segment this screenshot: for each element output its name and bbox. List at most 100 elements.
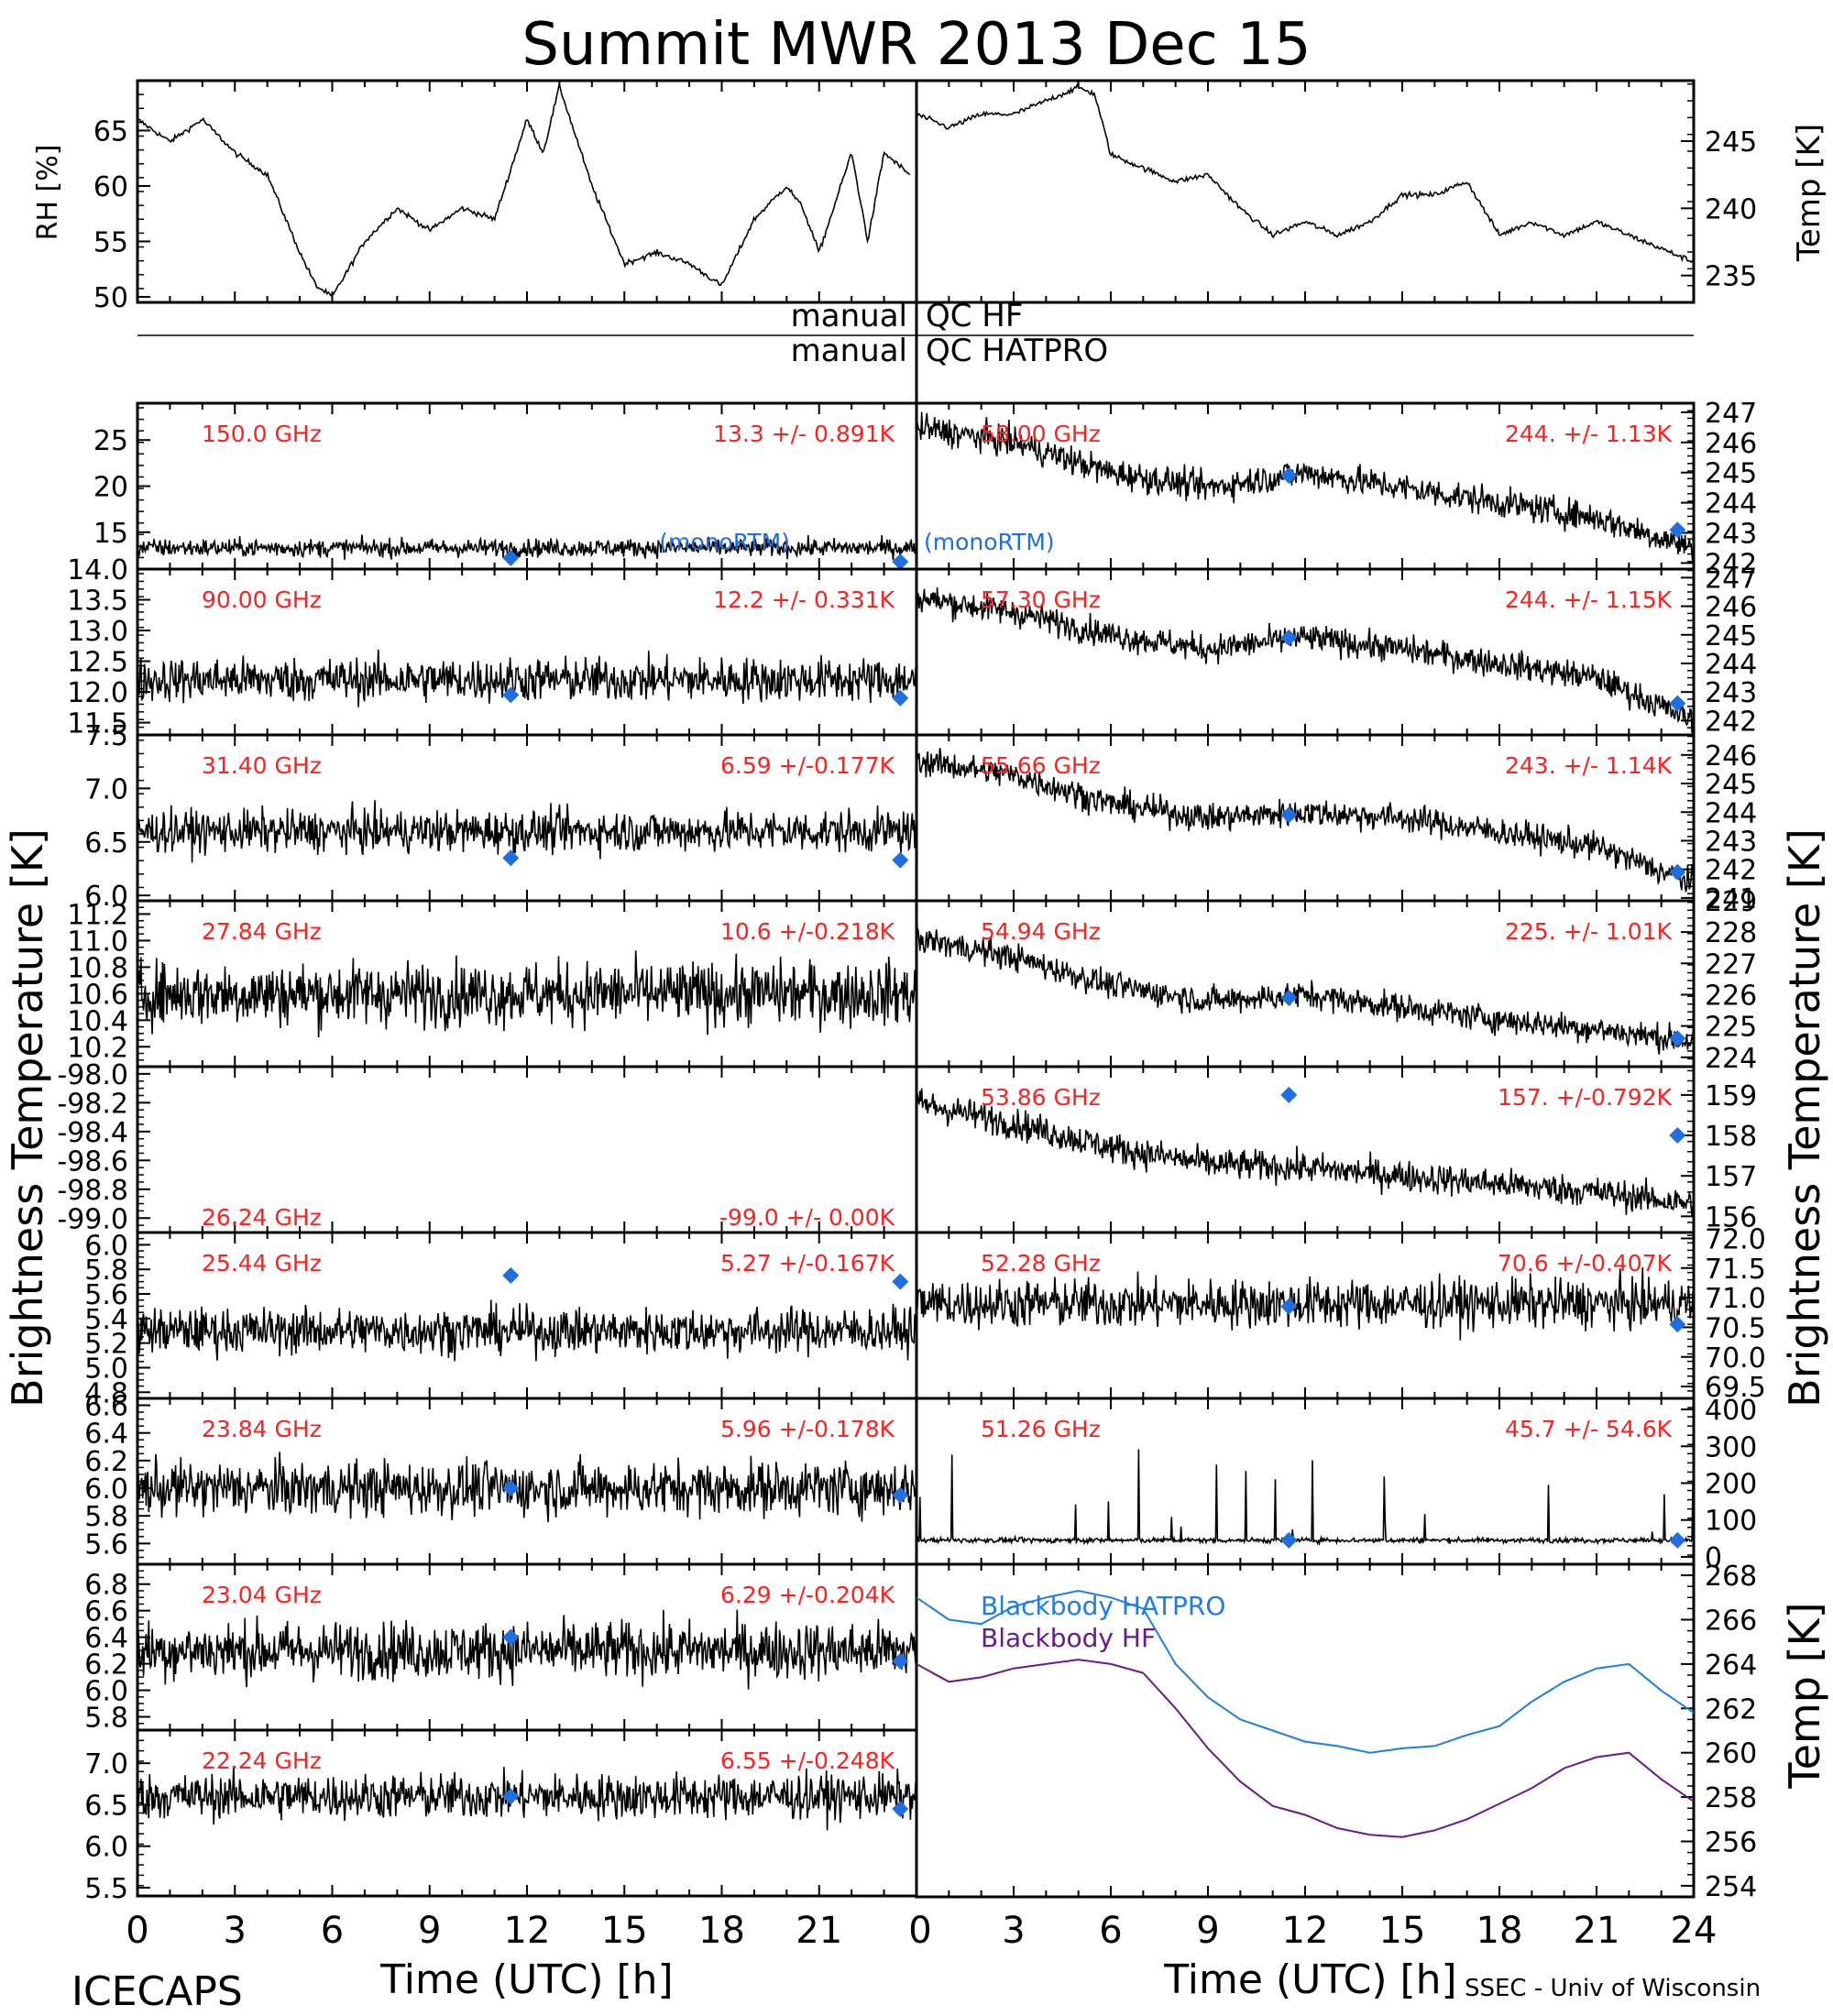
channel-stat: 5.96 +/-0.178K xyxy=(720,1416,895,1442)
panel-52-28-ghz: 69.570.070.571.071.572.0 52.28 GHz 70.6 +/… xyxy=(915,1223,1766,1404)
panel-51-26-ghz: 0 100 200 300 400 51.26 GHz 45.7 +/- 54.6K xyxy=(915,1395,1757,1574)
y-tick-label: 5.8 xyxy=(84,1703,128,1735)
channel-stat: 70.6 +/-0.407K xyxy=(1498,1250,1673,1276)
y-tick-label: 242 xyxy=(1705,706,1757,738)
qc-hf-left: manual xyxy=(791,298,907,334)
model-diamond xyxy=(892,1800,909,1817)
y-tick-label: 5.5 xyxy=(84,1873,128,1905)
data-trace xyxy=(137,800,917,863)
model-diamond xyxy=(1280,1531,1298,1549)
channel-stat: 6.55 +/-0.248K xyxy=(720,1748,895,1774)
y-tick-label: 11.2 xyxy=(67,899,128,931)
y-tick-label: 71.0 xyxy=(1705,1283,1766,1315)
y-tick-label: 264 xyxy=(1705,1649,1757,1682)
y-tick-label: 200 xyxy=(1705,1469,1757,1501)
x-tick-label-right: 9 xyxy=(1196,1910,1219,1952)
y-tick-label: 224 xyxy=(1705,1043,1757,1075)
channel-stat: 225. +/- 1.01K xyxy=(1505,918,1673,945)
panel-temp: 235 240 245 xyxy=(915,79,1757,304)
chart-title: Summit MWR 2013 Dec 15 xyxy=(521,11,1311,79)
y-tick-label: 70.5 xyxy=(1705,1312,1766,1344)
y-tick-label: 6.0 xyxy=(84,881,128,913)
x-tick-label-right: 15 xyxy=(1379,1910,1426,1952)
monortm-legend-left: (monoRTM) xyxy=(659,529,790,555)
model-diamond xyxy=(1669,521,1686,539)
model-diamond xyxy=(1669,1531,1686,1549)
x-tick-label-left: 18 xyxy=(698,1910,745,1952)
panel-22-24-ghz: 5.5 6.0 6.5 7.0 22.24 GHz 6.55 +/-0.248K xyxy=(84,1728,918,1905)
y-tick-label: 6.4 xyxy=(84,1419,128,1451)
monortm-legend-right: (monoRTM) xyxy=(924,529,1055,555)
y-tick-label: 72.0 xyxy=(1705,1223,1766,1255)
data-trace xyxy=(137,950,917,1038)
model-diamond xyxy=(502,549,520,566)
series-line-hf xyxy=(916,1659,1695,1838)
series-line xyxy=(916,82,1695,264)
y-tick-label: 242 xyxy=(1705,548,1757,580)
y-tick-label: 400 xyxy=(1705,1395,1757,1427)
y-tick-label: 6.0 xyxy=(84,1832,128,1864)
y-tick-label: 242 xyxy=(1705,855,1757,887)
y-tick-label: 256 xyxy=(1705,1827,1757,1859)
y-tick-label: 10.6 xyxy=(67,979,128,1011)
temp-axis-label-top: Temp [K] xyxy=(1791,124,1828,262)
panel-23-84-ghz: 5.65.86.06.26.46.6 23.84 GHz 5.96 +/-0.178… xyxy=(84,1391,918,1566)
y-tick-label: 13.0 xyxy=(67,616,128,648)
y-tick-label: 243 xyxy=(1705,519,1757,551)
y-tick-label: 157 xyxy=(1705,1161,1757,1193)
channel-label: 57.30 GHz xyxy=(981,586,1101,613)
y-tick-label: 5.6 xyxy=(84,1528,128,1561)
channel-stat: 244. +/- 1.13K xyxy=(1505,421,1673,447)
channel-stat: 243. +/- 1.14K xyxy=(1505,752,1673,779)
y-tick-label: 246 xyxy=(1705,428,1757,460)
model-diamond xyxy=(1280,1298,1298,1315)
y-tick-label: 245 xyxy=(1705,769,1757,801)
y-tick-label: 7.5 xyxy=(84,720,128,752)
panel-27-84-ghz: 10.210.410.610.811.011.2 27.84 GHz 10.6 +/… xyxy=(67,899,918,1068)
y-tick-label: 246 xyxy=(1705,592,1757,624)
x-tick-label-left: 12 xyxy=(504,1910,551,1952)
y-tick-label: 10.4 xyxy=(67,1005,128,1037)
y-tick-label: 12.0 xyxy=(67,677,128,709)
y-tick-label: 6.0 xyxy=(84,1676,128,1708)
data-trace xyxy=(137,1299,917,1362)
channel-stat: 6.59 +/-0.177K xyxy=(720,752,895,779)
y-axis-label-right: Brightness Temperature [K] xyxy=(1780,828,1829,1408)
y-tick-label: -99.0 xyxy=(57,1203,128,1235)
y-tick-label: 300 xyxy=(1705,1431,1757,1463)
x-axis-label-right: Time (UTC) [h] xyxy=(1163,1956,1456,2003)
y-tick-label: 6.2 xyxy=(84,1446,128,1478)
channel-stat: -99.0 +/- 0.00K xyxy=(719,1204,895,1231)
x-tick-label-right: 0 xyxy=(908,1910,931,1952)
y-tick-label: 247 xyxy=(1705,398,1757,430)
channel-label: 31.40 GHz xyxy=(202,752,322,779)
footer-ssec: SSEC - Univ of Wisconsin xyxy=(1465,1975,1761,2002)
x-axis-label-left: Time (UTC) [h] xyxy=(379,1956,673,2003)
y-axis-label-left: Brightness Temperature [K] xyxy=(3,828,52,1408)
channel-label: 25.44 GHz xyxy=(202,1250,322,1276)
panel-frame xyxy=(136,79,918,304)
model-diamond xyxy=(892,689,909,707)
y-tick-label: 241 xyxy=(1705,883,1757,915)
y-tick-label: 6.6 xyxy=(84,1391,128,1423)
panel-150-0-ghz: 15 20 25 150.0 GHz 13.3 +/- 0.891K xyxy=(93,401,918,571)
model-diamond xyxy=(892,851,909,869)
panel-23-04-ghz: 5.86.06.26.46.66.8 23.04 GHz 6.29 +/-0.204… xyxy=(84,1562,918,1735)
y-tick-label: 243 xyxy=(1705,826,1757,858)
panel-rh: 50 55 60 65 xyxy=(93,79,918,314)
y-tick-label: 244 xyxy=(1705,797,1757,829)
y-tick-label: 6.2 xyxy=(84,1649,128,1682)
channel-label: 51.26 GHz xyxy=(981,1416,1101,1442)
x-tick-label-right: 18 xyxy=(1476,1910,1523,1952)
data-trace xyxy=(137,1765,917,1831)
y-tick-label: 254 xyxy=(1705,1871,1757,1903)
model-diamond xyxy=(1669,695,1686,712)
y-tick-label: 258 xyxy=(1705,1782,1757,1814)
y-tick-label: 14.0 xyxy=(67,554,128,586)
y-tick-label: 243 xyxy=(1705,677,1757,709)
